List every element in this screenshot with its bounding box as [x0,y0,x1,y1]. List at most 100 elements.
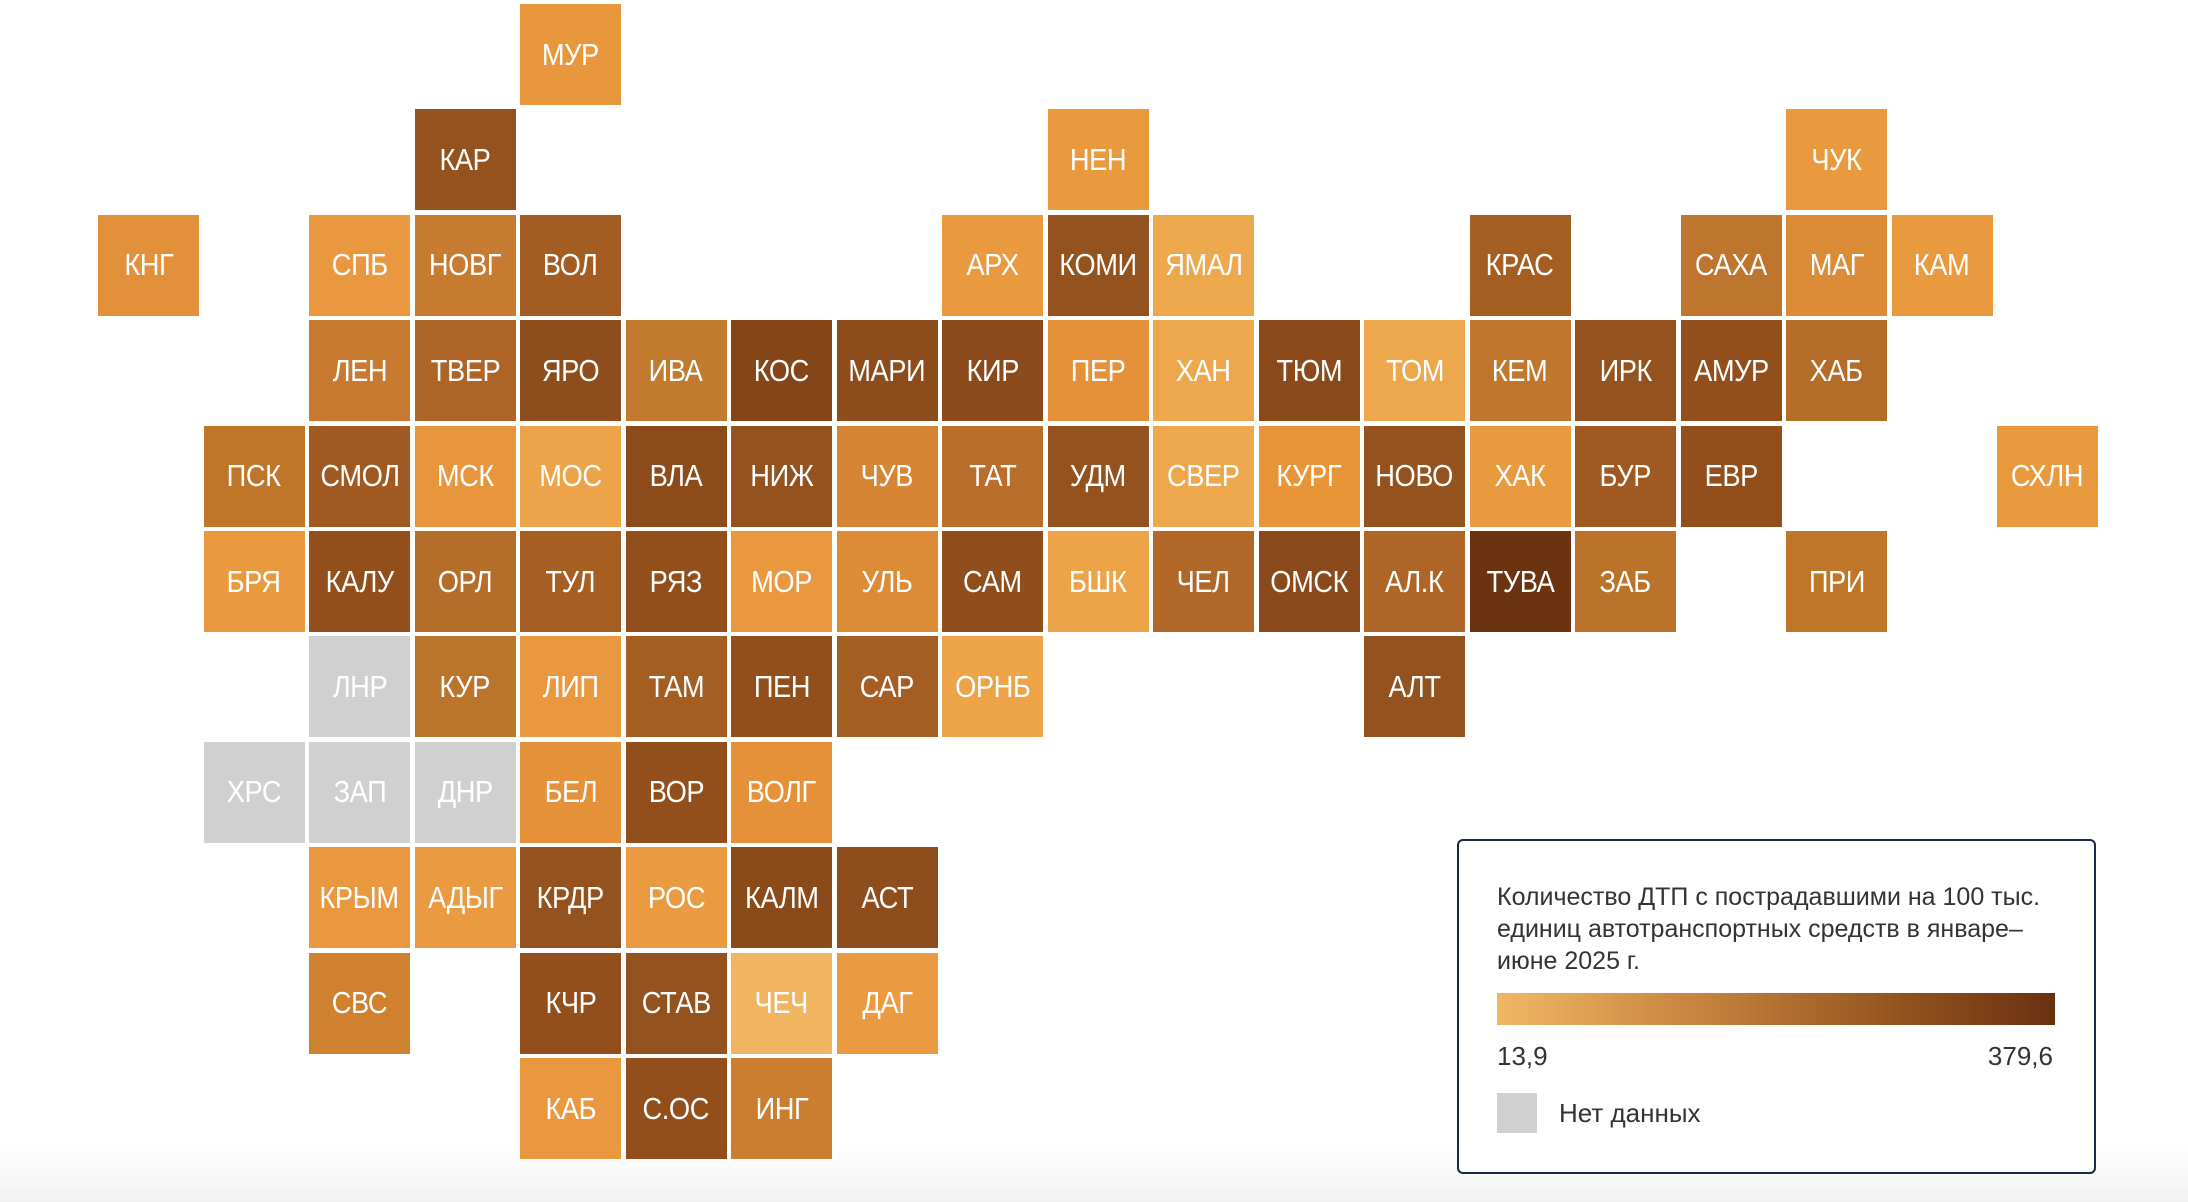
region-tile[interactable]: ОРЛ [414,531,516,632]
region-code-label: ЧЕЛ [1177,563,1230,599]
region-code-label: КУР [439,668,491,704]
region-tile[interactable]: ТУВА [1469,531,1571,632]
region-tile[interactable]: БЕЛ [520,741,621,843]
region-tile[interactable]: КУРГ [1258,425,1360,527]
region-tile[interactable]: НИЖ [731,425,832,527]
region-tile[interactable]: ЯРО [520,320,621,422]
region-tile[interactable]: НЕН [1047,109,1149,211]
region-tile[interactable]: ХРС [203,741,305,843]
region-tile[interactable]: КУР [414,636,516,738]
region-code-label: ВОЛГ [746,774,817,810]
region-tile[interactable]: ТВЕР [414,320,516,422]
region-tile[interactable]: КРЫМ [309,847,410,949]
region-tile[interactable]: БРЯ [203,531,305,632]
region-tile[interactable]: ЯМАЛ [1153,214,1254,316]
region-tile[interactable]: ЛЕН [309,320,410,422]
region-tile[interactable]: РЯЗ [625,531,727,632]
region-tile[interactable]: ТАМ [625,636,727,738]
region-tile[interactable]: АДЫГ [414,847,516,949]
region-tile[interactable]: КЧР [520,952,621,1054]
region-tile[interactable]: КАМ [1891,214,1993,316]
region-tile[interactable]: ПЕР [1047,320,1149,422]
region-tile[interactable]: ВОР [625,741,727,843]
region-tile[interactable]: ДНР [414,741,516,843]
region-tile[interactable]: ИНГ [731,1058,832,1159]
region-tile[interactable]: ЧЕЛ [1153,531,1254,632]
region-tile[interactable]: АСТ [836,847,938,949]
region-tile[interactable]: СТАВ [625,952,727,1054]
region-tile[interactable]: КАБ [520,1058,621,1159]
region-tile[interactable]: ХАК [1469,425,1571,527]
region-tile[interactable]: КНГ [98,214,199,316]
region-tile[interactable]: БШК [1047,531,1149,632]
region-tile[interactable]: КРДР [520,847,621,949]
region-tile[interactable]: ЧУК [1786,109,1887,211]
region-tile[interactable]: МАГ [1786,214,1887,316]
region-tile[interactable]: ТУЛ [520,531,621,632]
region-tile[interactable]: ТОМ [1364,320,1465,422]
region-tile[interactable]: АМУР [1680,320,1782,422]
region-tile[interactable]: НОВО [1364,425,1465,527]
region-tile[interactable]: ПСК [203,425,305,527]
region-tile[interactable]: ЕВР [1680,425,1782,527]
region-tile[interactable]: ИВА [625,320,727,422]
region-tile[interactable]: ВЛА [625,425,727,527]
region-tile[interactable]: МОР [731,531,832,632]
region-tile[interactable]: СВС [309,952,410,1054]
region-tile[interactable]: КАЛУ [309,531,410,632]
region-code-label: ДАГ [861,985,913,1021]
region-tile[interactable]: САР [836,636,938,738]
region-tile[interactable]: КРАС [1469,214,1571,316]
region-tile[interactable]: ЛИП [520,636,621,738]
region-tile[interactable]: ЧУВ [836,425,938,527]
region-tile[interactable]: ТЮМ [1258,320,1360,422]
region-tile[interactable]: ТАТ [942,425,1043,527]
region-tile[interactable]: ВОЛ [520,214,621,316]
region-tile[interactable]: САМ [942,531,1043,632]
region-tile[interactable]: НОВГ [414,214,516,316]
region-tile[interactable]: СПБ [309,214,410,316]
region-tile[interactable]: КЕМ [1469,320,1571,422]
region-tile[interactable]: МОС [520,425,621,527]
region-tile[interactable]: АЛ.К [1364,531,1465,632]
region-tile[interactable]: ПРИ [1786,531,1887,632]
region-tile[interactable]: КОС [731,320,832,422]
region-code-label: ТАМ [648,668,704,704]
region-tile[interactable]: МАРИ [836,320,938,422]
region-tile[interactable]: БУР [1575,425,1676,527]
region-tile[interactable]: КАР [414,109,516,211]
region-tile[interactable]: ИРК [1575,320,1676,422]
region-code-label: ОРЛ [437,563,493,599]
region-code-label: ТВЕР [430,352,500,388]
region-tile[interactable]: ЛНР [309,636,410,738]
region-tile[interactable]: ОМСК [1258,531,1360,632]
region-tile[interactable]: ВОЛГ [731,741,832,843]
region-tile[interactable]: КОМИ [1047,214,1149,316]
region-tile[interactable]: САХА [1680,214,1782,316]
region-tile[interactable]: СВЕР [1153,425,1254,527]
region-tile[interactable]: ОРНБ [942,636,1043,738]
region-tile[interactable]: ХАН [1153,320,1254,422]
region-tile[interactable]: ЗАБ [1575,531,1676,632]
region-tile[interactable]: МУР [520,4,621,105]
region-tile[interactable]: ДАГ [836,952,938,1054]
region-tile[interactable]: С.ОС [625,1058,727,1159]
region-tile[interactable]: МСК [414,425,516,527]
region-tile[interactable]: УЛЬ [836,531,938,632]
region-tile[interactable]: СМОЛ [309,425,410,527]
region-tile[interactable]: СХЛН [1997,425,2098,527]
region-code-label: АЛ.К [1385,563,1444,599]
region-code-label: КАР [439,141,491,177]
region-code-label: СВЕР [1167,458,1240,494]
region-tile[interactable]: АЛТ [1364,636,1465,738]
region-tile[interactable]: РОС [625,847,727,949]
region-tile[interactable]: КАЛМ [731,847,832,949]
region-tile[interactable]: ПЕН [731,636,832,738]
region-tile[interactable]: ЧЕЧ [731,952,832,1054]
region-tile[interactable]: КИР [942,320,1043,422]
region-tile[interactable]: ЗАП [309,741,410,843]
region-tile[interactable]: УДМ [1047,425,1149,527]
region-tile[interactable]: АРХ [942,214,1043,316]
region-tile[interactable]: ХАБ [1786,320,1887,422]
